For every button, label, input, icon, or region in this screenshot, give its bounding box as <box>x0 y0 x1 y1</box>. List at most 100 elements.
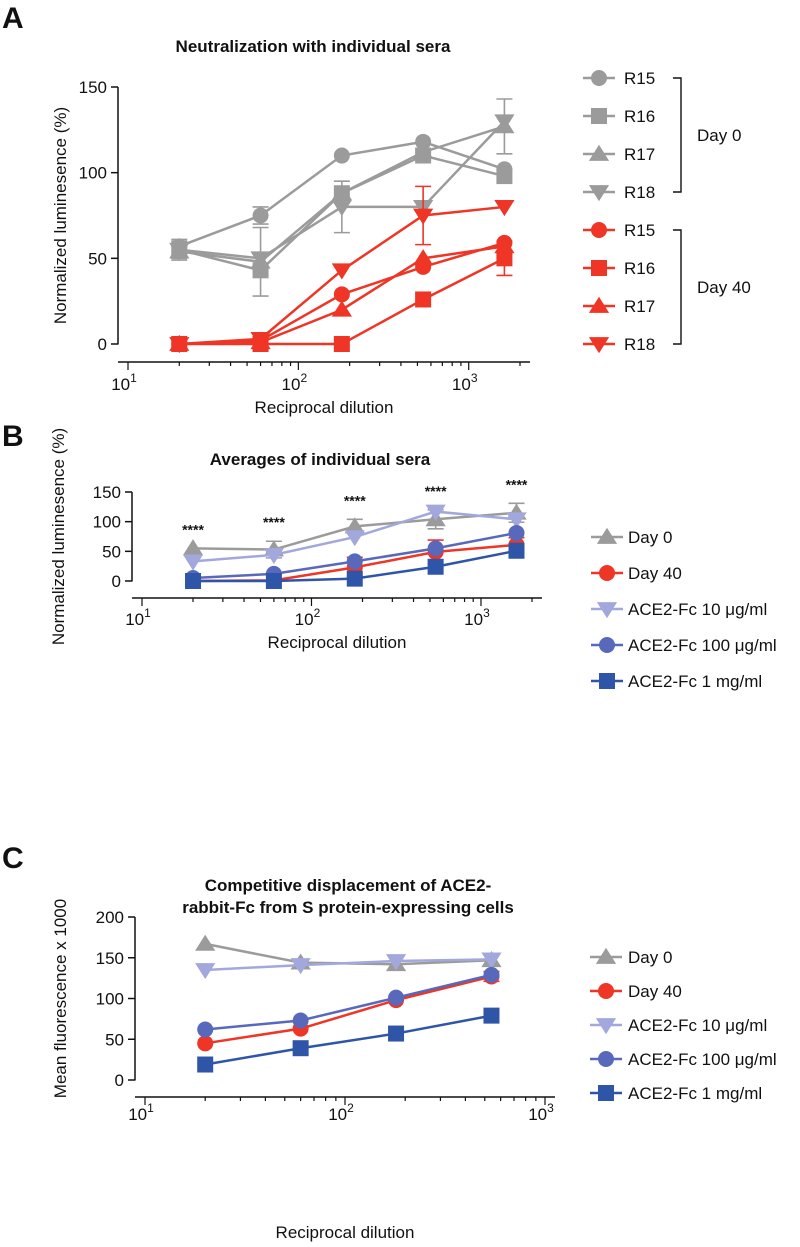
data-point <box>494 237 515 254</box>
legend-marker <box>599 565 615 581</box>
data-point <box>195 934 216 951</box>
data-point <box>481 952 502 969</box>
legend-marker <box>598 983 614 999</box>
x-tick-label: 101 <box>111 371 137 394</box>
x-tick-exponent: 1 <box>144 606 151 620</box>
data-point <box>344 530 365 547</box>
legend-marker <box>588 144 610 161</box>
x-tick-exponent: 1 <box>130 371 137 385</box>
legend-entry: Day 40 <box>590 982 682 1001</box>
y-tick-label: 0 <box>98 335 107 354</box>
data-point <box>182 539 204 556</box>
legend-entry: R17 <box>583 296 655 316</box>
legend-entry: ACE2-Fc 1 mg/ml <box>591 672 762 691</box>
legend-entry: R15 <box>583 69 655 88</box>
y-axis-label: Mean fluorescence x 1000 <box>51 899 70 1098</box>
legend-label: R16 <box>624 107 655 126</box>
panel-label: B <box>2 420 24 453</box>
data-point <box>185 573 202 589</box>
x-axis-label: Reciprocal dilution <box>276 1223 415 1242</box>
group-bracket <box>673 229 682 345</box>
legend-label: R15 <box>624 221 655 240</box>
legend-entry: ACE2-Fc 100 μg/ml <box>591 636 777 655</box>
legend-marker <box>596 527 618 544</box>
x-tick-base: 10 <box>111 375 130 394</box>
legend-entry: R18 <box>583 335 655 354</box>
legend-marker <box>591 108 607 124</box>
legend-label: R18 <box>624 335 655 354</box>
legend-label: R18 <box>624 183 655 202</box>
data-point <box>333 147 350 164</box>
chart-title: Competitive displacement of ACE2- <box>205 876 492 895</box>
legend-entry: R18 <box>583 183 655 202</box>
legend-label: ACE2-Fc 10 μg/ml <box>628 600 767 619</box>
series-ace2-fc-100-g-ml <box>197 966 500 1038</box>
legend-entry: ACE2-Fc 1 mg/ml <box>590 1084 762 1103</box>
data-point <box>346 553 363 570</box>
series-ace2-fc-10-g-ml <box>195 952 502 980</box>
series-r18 <box>169 185 515 354</box>
panel-label: A <box>2 2 24 35</box>
y-tick-label: 100 <box>79 164 107 183</box>
y-tick-label: 150 <box>96 949 124 968</box>
legend-marker <box>599 673 615 689</box>
legend-label: ACE2-Fc 100 μg/ml <box>628 1050 777 1069</box>
x-tick-exponent: 2 <box>314 606 321 620</box>
x-tick-base: 10 <box>282 375 301 394</box>
data-point <box>333 286 350 303</box>
data-point <box>494 114 515 131</box>
data-point <box>415 133 432 150</box>
y-tick-label: 100 <box>93 513 121 532</box>
legend-label: R15 <box>624 69 655 88</box>
chart-title: rabbit-Fc from S protein-expressing cell… <box>182 898 514 917</box>
legend-label: ACE2-Fc 100 μg/ml <box>628 636 777 655</box>
series-day-0 <box>195 934 502 972</box>
chart-title: Neutralization with individual sera <box>176 37 451 56</box>
x-tick-label: 103 <box>464 606 490 629</box>
data-point <box>333 336 350 352</box>
significance-annotation: **** <box>263 514 285 530</box>
data-point <box>292 1040 309 1057</box>
y-axis-label: Normalized luminesence (%) <box>51 107 70 324</box>
data-point <box>413 208 434 225</box>
series-ace2-fc-1-mg-ml <box>185 542 525 589</box>
data-point <box>252 207 269 224</box>
legend-marker <box>599 637 615 653</box>
x-tick-label: 102 <box>282 371 308 394</box>
data-point <box>483 966 500 983</box>
data-point <box>182 554 204 571</box>
data-point <box>346 570 363 587</box>
series-r18 <box>169 114 515 268</box>
legend-entry: R16 <box>583 107 655 126</box>
data-point <box>385 954 407 971</box>
data-point <box>496 250 513 267</box>
legend-marker <box>591 70 607 86</box>
series-ace2-fc-1-mg-ml <box>197 1007 500 1073</box>
x-tick-exponent: 2 <box>300 371 307 385</box>
y-tick-label: 150 <box>79 78 107 97</box>
y-tick-label: 100 <box>96 990 124 1009</box>
data-point <box>169 337 190 354</box>
x-tick-exponent: 3 <box>547 1101 554 1115</box>
data-point <box>427 540 444 557</box>
legend-label: R16 <box>624 259 655 278</box>
data-point <box>494 200 515 217</box>
data-point <box>197 1056 214 1073</box>
data-point <box>265 573 282 589</box>
x-tick-base: 10 <box>125 610 144 629</box>
data-point <box>508 524 525 541</box>
group-label: Day 40 <box>697 278 751 297</box>
legend-label: Day 40 <box>628 982 682 1001</box>
legend-marker <box>588 337 610 354</box>
x-tick-exponent: 2 <box>347 1101 354 1115</box>
data-point <box>331 300 352 317</box>
legend-marker <box>588 185 610 202</box>
legend-label: ACE2-Fc 10 μg/ml <box>628 1016 767 1035</box>
legend-marker <box>598 1051 614 1067</box>
data-point <box>413 142 434 160</box>
legend-entry: R17 <box>583 144 655 164</box>
legend-marker <box>596 602 618 619</box>
data-point <box>427 558 444 575</box>
data-point <box>169 242 190 259</box>
